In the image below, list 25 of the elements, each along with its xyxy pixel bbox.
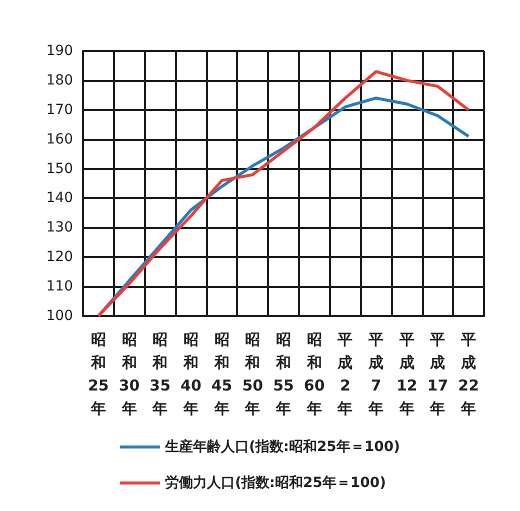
x-tick-label: 昭和50年: [242, 330, 264, 418]
x-tick-label: 昭和60年: [304, 330, 325, 418]
x-tick-label: 昭和45年: [211, 330, 232, 418]
y-tick-label: 140: [46, 190, 73, 206]
y-tick-label: 150: [46, 160, 73, 177]
x-tick-label: 昭和35年: [150, 330, 171, 418]
legend-label: 生産年齢人口(指数:昭和25年＝100): [164, 438, 400, 455]
x-tick-label: 平成7年: [368, 330, 384, 418]
x-tick-label: 昭和40年: [180, 330, 202, 418]
x-tick-label: 平成22年: [458, 330, 480, 418]
y-tick-label: 130: [46, 220, 73, 236]
y-tick-label: 120: [46, 249, 73, 266]
y-tick-label: 170: [46, 102, 73, 118]
y-tick-label: 160: [46, 131, 73, 148]
x-tick-label: 昭和30年: [118, 330, 140, 418]
y-tick-label: 110: [46, 278, 73, 295]
legend-label: 労働力人口(指数:昭和25年＝100): [164, 475, 386, 491]
y-tick-label: 180: [46, 72, 73, 88]
x-tick-label: 平成17年: [427, 330, 448, 418]
x-tick-label: 昭和55年: [273, 330, 294, 418]
x-tick-label: 平成12年: [396, 330, 418, 418]
x-tick-label: 平成2年: [336, 330, 353, 418]
x-tick-label: 昭和25年: [88, 330, 109, 418]
y-tick-label: 190: [46, 43, 73, 59]
y-tick-label: 100: [46, 308, 73, 324]
